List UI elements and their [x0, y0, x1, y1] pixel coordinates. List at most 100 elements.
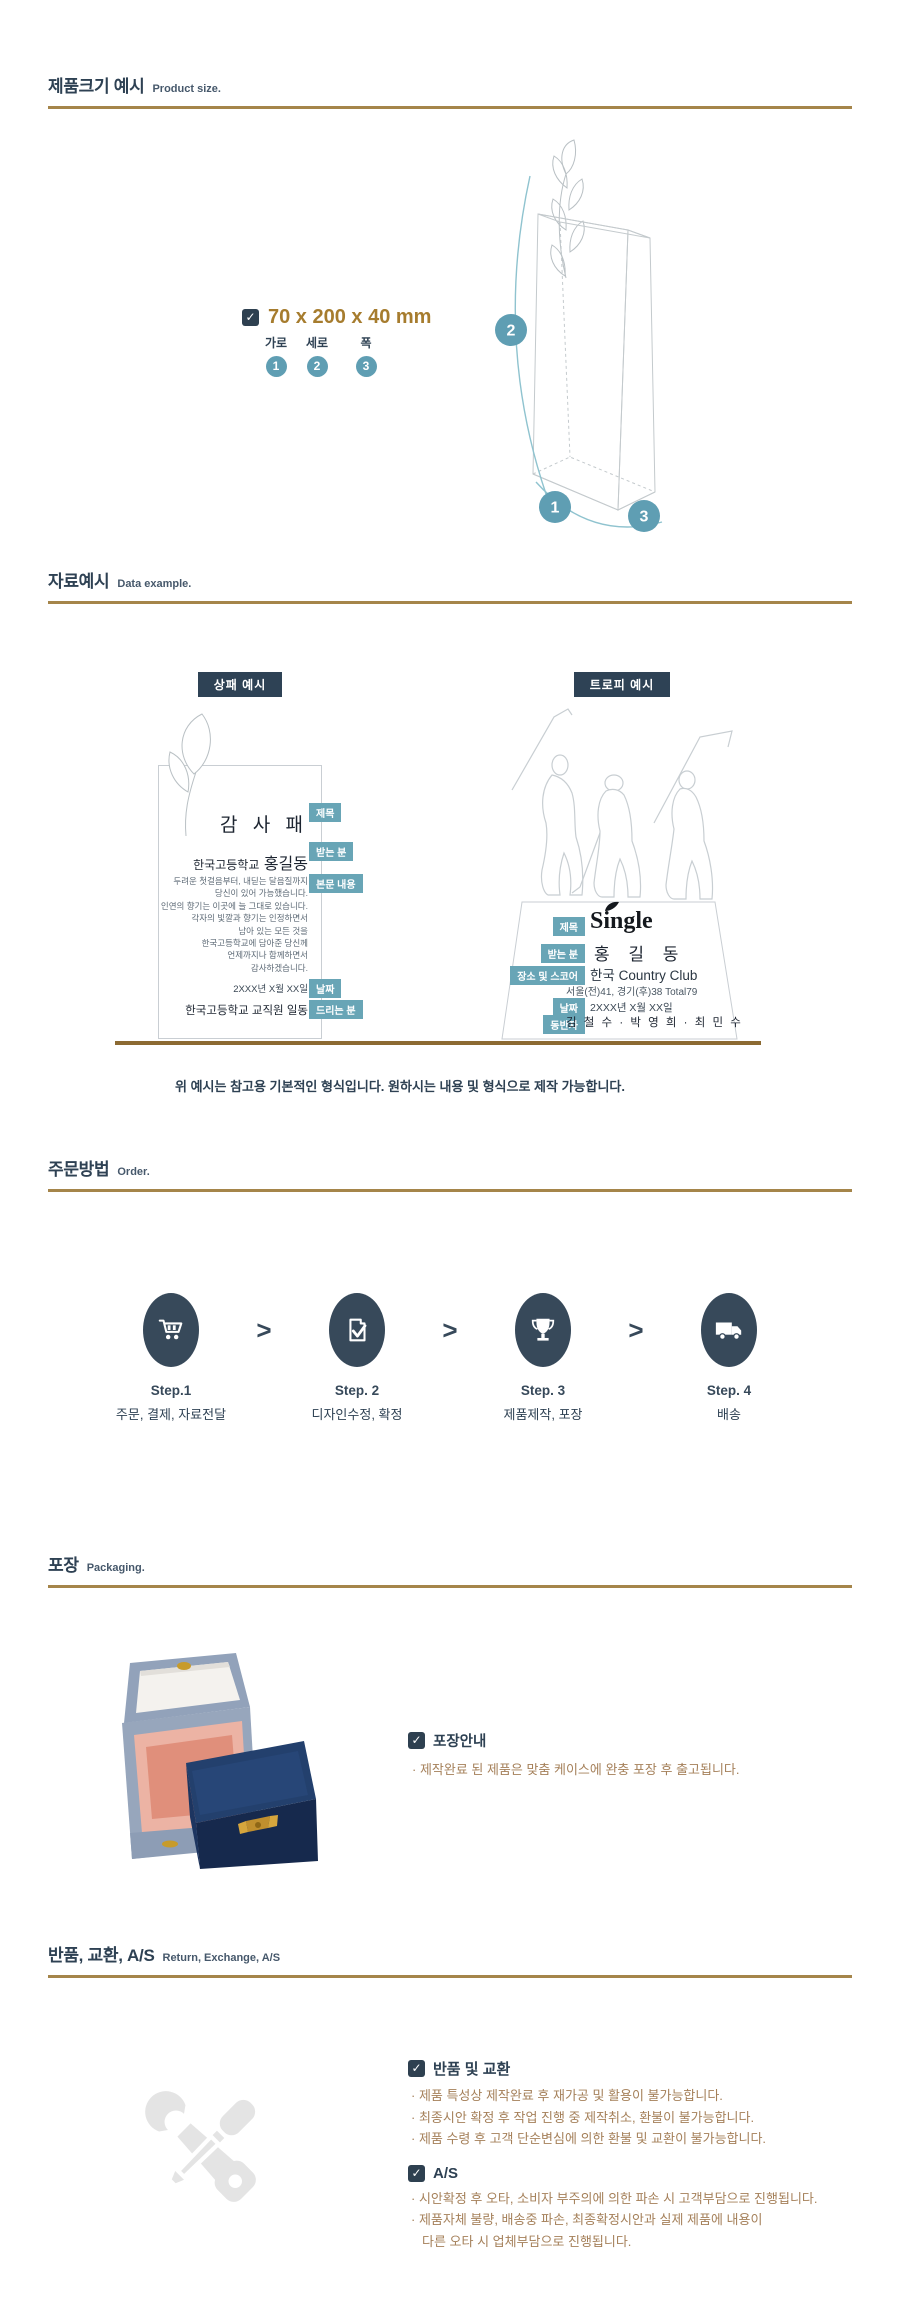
trophy-venue: 한국 Country Club: [590, 968, 698, 983]
section-subtitle-en: Packaging.: [86, 1562, 145, 1574]
plaque-recipient-org: 한국고등학교: [193, 858, 260, 872]
step-name: Step. 2: [334, 1383, 380, 1398]
step-circle: [143, 1293, 199, 1367]
step-desc: 주문, 결제, 자료전달: [115, 1407, 227, 1422]
policy-line: · 제품자체 불량, 배송중 파손, 최종확정시안과 실제 제품에 내용이: [411, 2212, 763, 2227]
tag-giver: 드리는 분: [309, 1000, 363, 1019]
packaging-info-line: · 제작완료 된 제품은 맞춤 케이스에 완충 포장 후 출고됩니다.: [412, 1762, 740, 1777]
floor-rule: [115, 1041, 761, 1045]
badge-depth: 3: [640, 509, 649, 526]
dim-width: 가로 1: [254, 334, 298, 377]
chevron-right-icon: >: [628, 1315, 644, 1345]
dim-depth-badge: 3: [355, 356, 377, 377]
plaque-body-line: 인연의 향기는 이곳에 늘 그대로 있습니다.: [160, 900, 308, 911]
policy-line: · 제품 수령 후 고객 단순변심에 의한 환불 및 교환이 불가능합니다.: [411, 2131, 767, 2146]
checkbox-checked-icon: ✓: [408, 1732, 425, 1749]
plaque-body-line: 감사하겠습니다.: [250, 962, 308, 973]
cart-icon: [158, 1319, 183, 1340]
dim-height-label: 세로: [305, 336, 329, 350]
laurel-sprig-icon: [550, 139, 585, 279]
section-header-product-size: 제품크기 예시 Product size.: [48, 72, 852, 109]
step-circle: [701, 1293, 757, 1367]
plaque-recipient-name: 홍길동: [263, 856, 308, 873]
tag-date: 날짜: [309, 979, 342, 998]
section-header-packaging: 포장 Packaging.: [48, 1551, 852, 1588]
plaque-body-line: 각자의 빛깔과 향기는 인정하면서: [191, 913, 308, 924]
trophy-recipient: 홍 길 동: [594, 945, 686, 964]
plaque-image: [158, 765, 322, 1039]
section-subtitle-en: Product size.: [152, 83, 221, 95]
checkbox-checked-icon: ✓: [408, 2060, 425, 2077]
trophy-wireframe-figure: 2 1 3: [495, 139, 663, 532]
step-desc: 제품제작, 포장: [503, 1407, 583, 1422]
dim-height-badge: 2: [306, 356, 328, 377]
plaque-giver: 한국고등학교 교직원 일동: [185, 1005, 308, 1017]
checkbox-checked-icon: ✓: [408, 2164, 425, 2182]
checkbox-checked-icon: ✓: [242, 309, 259, 326]
golfer-figures-drawing: [511, 708, 733, 900]
plaque-body-line: 언제까지나 함께하면서: [227, 950, 308, 961]
design-check-icon: [349, 1318, 367, 1342]
order-steps: Step.1 주문, 결제, 자료전달 > Step. 2 디자인수정, 확정 …: [96, 1293, 804, 1423]
section-title: 제품크기 예시: [48, 77, 145, 96]
plaque-body-line: 남아 있는 모든 것을: [238, 925, 308, 936]
tag-body: 본문 내용: [309, 874, 363, 893]
size-dimension-value: 70 x 200 x 40 mm: [268, 306, 432, 328]
dim-width-label: 가로: [264, 336, 288, 350]
packaging-info-heading-row: ✓ 포장안내: [408, 1730, 740, 1751]
gold-clasp-icon: [238, 1815, 278, 1834]
plaque-leaf-icon: [168, 713, 211, 837]
dim-depth: 폭 3: [344, 334, 388, 377]
step-circle: [515, 1293, 571, 1367]
order-step-1: Step.1 주문, 결제, 자료전달: [96, 1293, 246, 1423]
section-title: 주문방법: [48, 1160, 110, 1179]
step-desc: 배송: [717, 1407, 741, 1422]
step-name: Step. 4: [706, 1383, 752, 1398]
dim-height: 세로 2: [295, 334, 339, 377]
chevron-right-icon: >: [442, 1315, 458, 1345]
plaque-body-line: 당신이 있어 가능했습니다.: [214, 888, 308, 899]
section-header-order: 주문방법 Order.: [48, 1155, 852, 1192]
step-name: Step. 3: [520, 1383, 566, 1398]
figure-badges: 2 1 3: [495, 314, 660, 532]
return-exchange-lines: · 제품 특성상 제작완료 후 재가공 및 활용이 불가능합니다. · 최종시안…: [408, 2085, 878, 2150]
trophy-example-label-wrap: 트로피 예시: [540, 672, 704, 697]
badge-width: 1: [551, 500, 560, 517]
plaque-recipient: 한국고등학교 홍길동: [150, 850, 308, 874]
plaque-example-label-wrap: 상패 예시: [158, 672, 322, 697]
section-subtitle-en: Return, Exchange, A/S: [162, 1952, 281, 1964]
return-exchange-heading: 반품 및 교환: [433, 2061, 511, 2078]
section-title: 반품, 교환, A/S: [48, 1946, 155, 1965]
return-exchange-group: ✓ 반품 및 교환 · 제품 특성상 제작완료 후 재가공 및 활용이 불가능합…: [408, 2058, 878, 2150]
step-desc: 디자인수정, 확정: [311, 1407, 403, 1422]
example-caption: 위 예시는 참고용 기본적인 형식입니다. 원하시는 내용 및 형식으로 제작 …: [175, 1079, 625, 1094]
tag-recipient: 받는 분: [540, 944, 585, 963]
return-exchange-heading-row: ✓ 반품 및 교환: [408, 2058, 878, 2079]
trophy-date: 2XXX년 X월 XX일: [590, 1002, 673, 1014]
packaging-info: ✓ 포장안내 · 제작완료 된 제품은 맞춤 케이스에 완충 포장 후 출고됩니…: [408, 1730, 740, 1781]
step-circle: [329, 1293, 385, 1367]
policy-line-continuation: 다른 오타 시 업체부담으로 진행됩니다.: [422, 2233, 632, 2249]
as-heading: A/S: [433, 2164, 459, 2182]
section-header-data-example: 자료예시 Data example.: [48, 567, 852, 604]
tag-date: 날짜: [552, 998, 585, 1017]
dim-depth-label: 폭: [360, 336, 372, 350]
trophy-example-label: 트로피 예시: [573, 672, 671, 697]
plaque-body-line: 한국고등학교에 담아준 당신께: [201, 938, 308, 949]
tag-recipient: 받는 분: [309, 842, 354, 861]
step-name: Step.1: [150, 1383, 192, 1398]
tag-title: 제목: [309, 803, 342, 822]
plaque-date: 2XXX년 X월 XX일: [233, 984, 308, 995]
returns-text: ✓ 반품 및 교환 · 제품 특성상 제작완료 후 재가공 및 활용이 불가능합…: [408, 2058, 878, 2267]
plaque-body: 두려운 첫걸음부터, 내딛는 달음질까지 당신이 있어 가능했습니다. 인연의 …: [150, 875, 308, 974]
policy-line: · 시안확정 후 오타, 소비자 부주의에 의한 파손 시 고객부담으로 진행됩…: [411, 2190, 818, 2206]
order-step-2: Step. 2 디자인수정, 확정: [282, 1293, 432, 1423]
order-step-3: Step. 3 제품제작, 포장: [468, 1293, 618, 1423]
truck-icon: [715, 1322, 742, 1341]
as-heading-row: ✓ A/S: [408, 2164, 878, 2182]
box-wireframe: [532, 213, 656, 511]
trophy-icon: [531, 1318, 555, 1341]
trophy-score: 서울(전)41, 경기(후)38 Total79: [566, 987, 698, 998]
plaque-body-line: 두려운 첫걸음부터, 내딛는 달음질까지: [173, 876, 308, 886]
